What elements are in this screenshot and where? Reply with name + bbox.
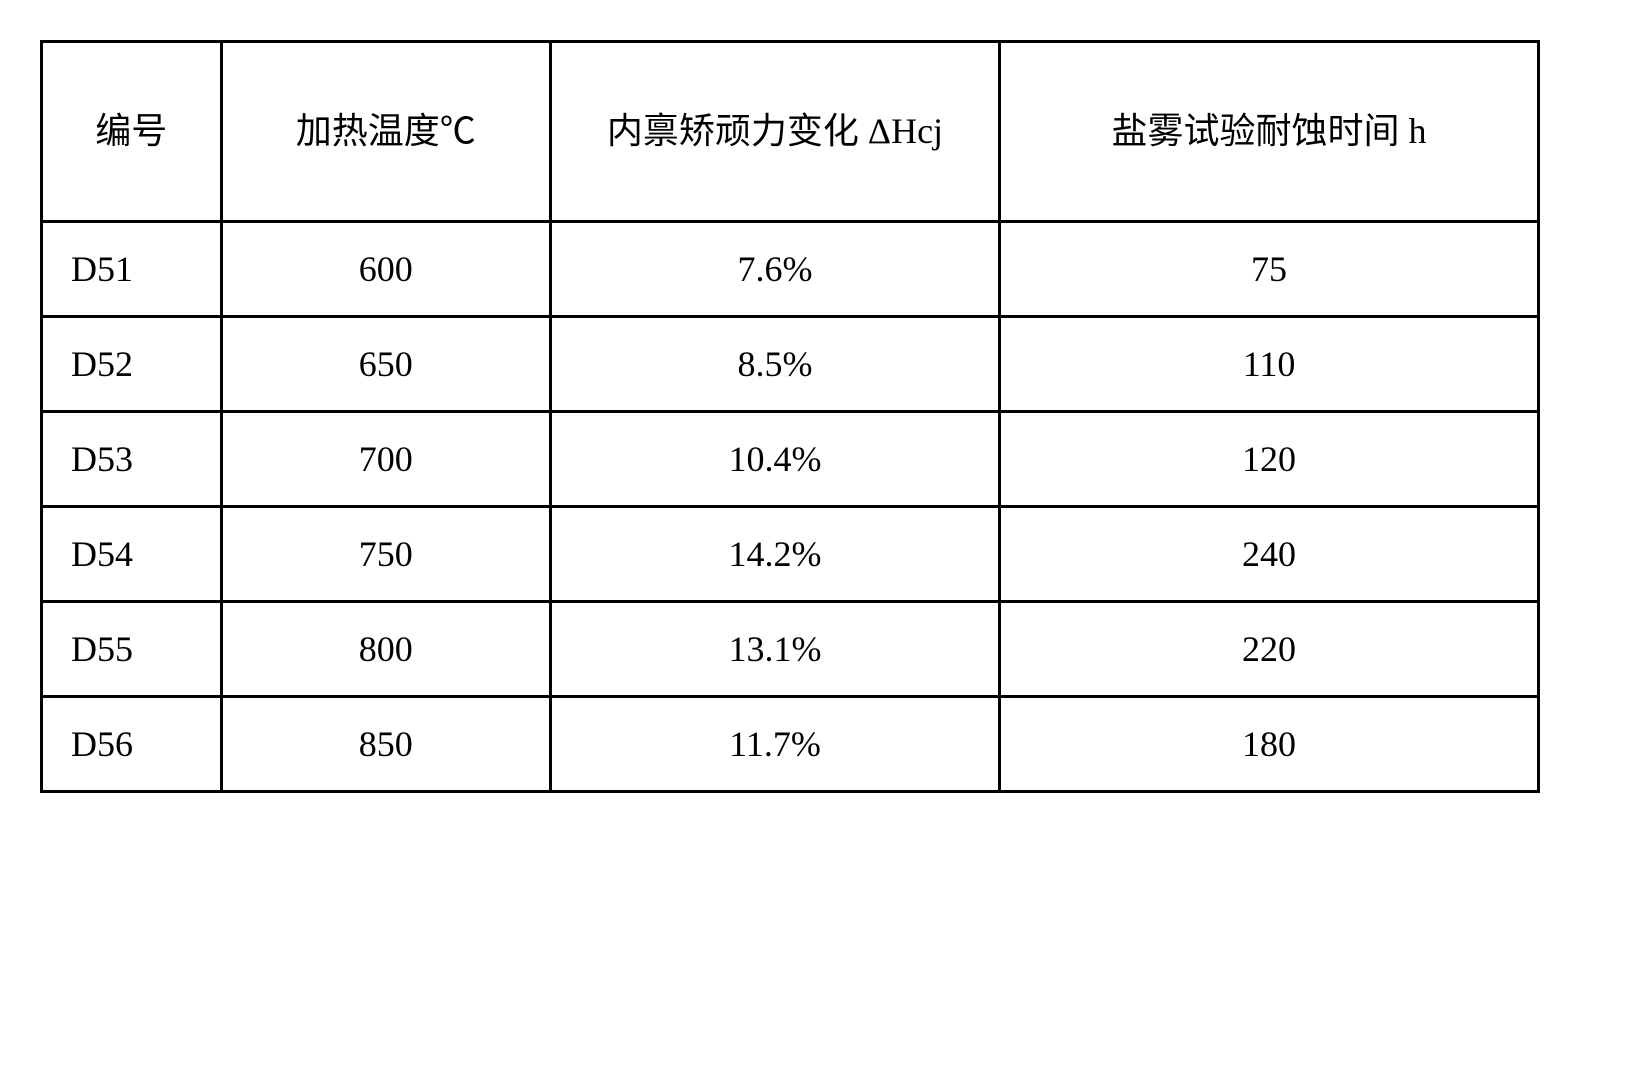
cell-dhcj: 10.4%	[550, 412, 999, 507]
cell-dhcj: 11.7%	[550, 697, 999, 792]
cell-hours: 75	[1000, 222, 1539, 317]
table-row: D51 600 7.6% 75	[42, 222, 1539, 317]
table-header: 编号 加热温度℃ 内禀矫顽力变化 ΔHcj 盐雾试验耐蚀时间 h	[42, 42, 1539, 222]
data-table: 编号 加热温度℃ 内禀矫顽力变化 ΔHcj 盐雾试验耐蚀时间 h D51 600…	[40, 40, 1540, 793]
table-row: D52 650 8.5% 110	[42, 317, 1539, 412]
col-header-id: 编号	[42, 42, 222, 222]
cell-id: D51	[42, 222, 222, 317]
cell-hours: 120	[1000, 412, 1539, 507]
cell-temp: 650	[221, 317, 550, 412]
cell-temp: 700	[221, 412, 550, 507]
cell-temp: 850	[221, 697, 550, 792]
table-row: D53 700 10.4% 120	[42, 412, 1539, 507]
col-header-hours: 盐雾试验耐蚀时间 h	[1000, 42, 1539, 222]
cell-id: D54	[42, 507, 222, 602]
cell-dhcj: 13.1%	[550, 602, 999, 697]
table-row: D56 850 11.7% 180	[42, 697, 1539, 792]
cell-id: D55	[42, 602, 222, 697]
cell-temp: 750	[221, 507, 550, 602]
cell-hours: 220	[1000, 602, 1539, 697]
cell-hours: 180	[1000, 697, 1539, 792]
table-row: D55 800 13.1% 220	[42, 602, 1539, 697]
cell-temp: 600	[221, 222, 550, 317]
cell-temp: 800	[221, 602, 550, 697]
cell-id: D56	[42, 697, 222, 792]
cell-hours: 240	[1000, 507, 1539, 602]
col-header-dhcj: 内禀矫顽力变化 ΔHcj	[550, 42, 999, 222]
cell-dhcj: 8.5%	[550, 317, 999, 412]
cell-id: D52	[42, 317, 222, 412]
table-body: D51 600 7.6% 75 D52 650 8.5% 110 D53 700…	[42, 222, 1539, 792]
cell-dhcj: 14.2%	[550, 507, 999, 602]
header-row: 编号 加热温度℃ 内禀矫顽力变化 ΔHcj 盐雾试验耐蚀时间 h	[42, 42, 1539, 222]
cell-hours: 110	[1000, 317, 1539, 412]
table-row: D54 750 14.2% 240	[42, 507, 1539, 602]
col-header-temp: 加热温度℃	[221, 42, 550, 222]
cell-dhcj: 7.6%	[550, 222, 999, 317]
cell-id: D53	[42, 412, 222, 507]
